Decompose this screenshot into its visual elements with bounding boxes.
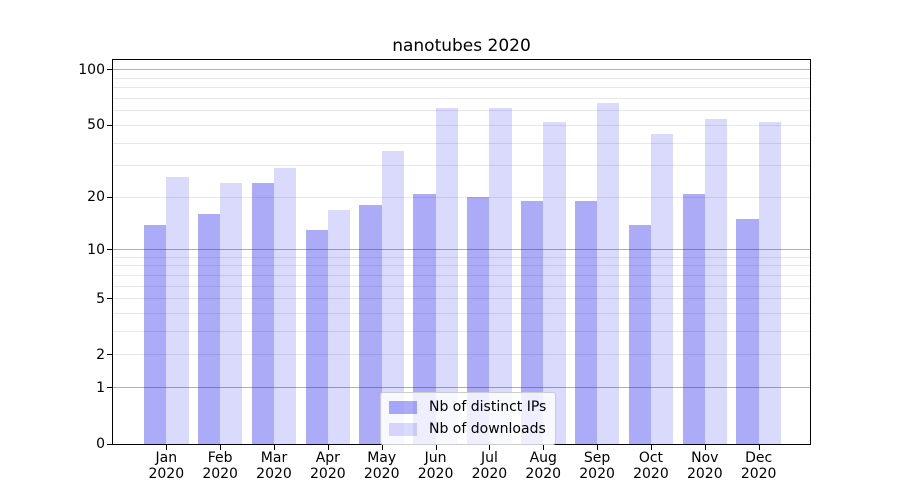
x-tick-label: May 2020 (363, 450, 400, 482)
legend-item-distinct-ips: Nb of distinct IPs (389, 399, 546, 415)
x-tick-mark (327, 445, 329, 450)
bar-distinct-ips-mar (251, 183, 274, 444)
bar-distinct-ips-dec (736, 219, 759, 444)
x-tick-label: Nov 2020 (686, 450, 723, 482)
minor-gridline (113, 110, 810, 112)
bar-downloads-feb (220, 183, 243, 444)
minor-gridline (113, 142, 810, 144)
legend-item-downloads: Nb of downloads (389, 421, 546, 437)
legend-swatch-downloads-icon (389, 422, 417, 436)
bar-downloads-aug (543, 122, 566, 444)
x-tick-label: Jun 2020 (417, 450, 454, 482)
legend-label-distinct-ips: Nb of distinct IPs (429, 399, 547, 415)
y-tick-mark (107, 354, 112, 356)
x-tick-mark (381, 445, 383, 450)
legend: Nb of distinct IPs Nb of downloads (380, 392, 557, 445)
bar-downloads-apr (327, 209, 351, 444)
x-tick-mark (166, 445, 168, 450)
minor-gridline (113, 124, 810, 126)
y-tick-label: 2 (96, 346, 105, 363)
y-tick-mark (107, 443, 112, 445)
x-tick-mark (435, 445, 437, 450)
x-tick-mark (597, 445, 599, 450)
y-tick-mark (107, 196, 112, 198)
x-tick-mark (220, 445, 222, 450)
major-gridline (113, 387, 810, 389)
bar-downloads-oct (650, 133, 674, 444)
minor-gridline (113, 98, 810, 100)
major-gridline (113, 69, 810, 71)
y-tick-mark (107, 124, 112, 126)
y-tick-mark (107, 298, 112, 300)
minor-gridline (113, 196, 810, 198)
bar-downloads-sep (597, 103, 620, 444)
x-tick-label: Apr 2020 (310, 450, 346, 482)
bar-distinct-ips-aug (520, 201, 544, 444)
y-tick-label: 1 (96, 379, 105, 396)
bar-downloads-nov (704, 119, 728, 444)
x-tick-label: Jul 2020 (471, 450, 508, 482)
y-tick-label: 20 (87, 189, 105, 206)
x-tick-label: Oct 2020 (633, 450, 669, 482)
minor-gridline (113, 256, 810, 258)
x-tick-mark (489, 445, 491, 450)
x-tick-label: Aug 2020 (525, 450, 562, 482)
y-tick-mark (107, 249, 112, 251)
y-tick-mark (107, 387, 112, 389)
x-tick-label: Sep 2020 (579, 450, 615, 482)
bar-distinct-ips-sep (574, 201, 598, 444)
x-tick-mark (704, 445, 706, 450)
chart-title: nanotubes 2020 (392, 36, 531, 56)
minor-gridline (113, 265, 810, 267)
bar-distinct-ips-may (359, 205, 382, 444)
minor-gridline (113, 77, 810, 79)
bar-downloads-jul (489, 108, 512, 444)
y-tick-label: 10 (87, 241, 105, 258)
legend-label-downloads: Nb of downloads (429, 421, 546, 437)
bar-distinct-ips-nov (682, 193, 705, 444)
major-gridline (113, 249, 810, 251)
minor-gridline (113, 298, 810, 300)
minor-gridline (113, 274, 810, 276)
x-tick-mark (543, 445, 545, 450)
plot-area (112, 59, 811, 445)
minor-gridline (113, 313, 810, 315)
y-tick-mark (107, 69, 112, 71)
bar-downloads-jun (435, 108, 458, 444)
y-tick-label: 100 (78, 61, 105, 78)
x-tick-mark (758, 445, 760, 450)
x-tick-label: Mar 2020 (256, 450, 292, 482)
bar-downloads-jan (166, 176, 189, 444)
bar-distinct-ips-oct (628, 224, 651, 444)
bar-distinct-ips-jul (467, 197, 490, 444)
minor-gridline (113, 285, 810, 287)
y-tick-label: 50 (87, 117, 105, 134)
bar-distinct-ips-jan (144, 224, 167, 444)
x-tick-label: Jan 2020 (148, 450, 185, 482)
x-tick-mark (650, 445, 652, 450)
bar-downloads-dec (758, 122, 781, 444)
minor-gridline (113, 87, 810, 89)
x-tick-mark (274, 445, 275, 450)
bar-distinct-ips-jun (413, 193, 436, 444)
minor-gridline (113, 165, 810, 167)
y-tick-label: 0 (96, 436, 105, 452)
bar-distinct-ips-apr (305, 230, 328, 444)
minor-gridline (113, 331, 810, 333)
legend-swatch-distinct-ips-icon (389, 400, 417, 414)
bar-downloads-mar (274, 168, 297, 444)
x-tick-label: Dec 2020 (740, 450, 777, 482)
bar-downloads-may (381, 151, 404, 444)
bar-distinct-ips-feb (197, 214, 221, 444)
minor-gridline (113, 354, 810, 356)
y-tick-label: 5 (96, 290, 105, 307)
x-tick-label: Feb 2020 (202, 450, 238, 482)
